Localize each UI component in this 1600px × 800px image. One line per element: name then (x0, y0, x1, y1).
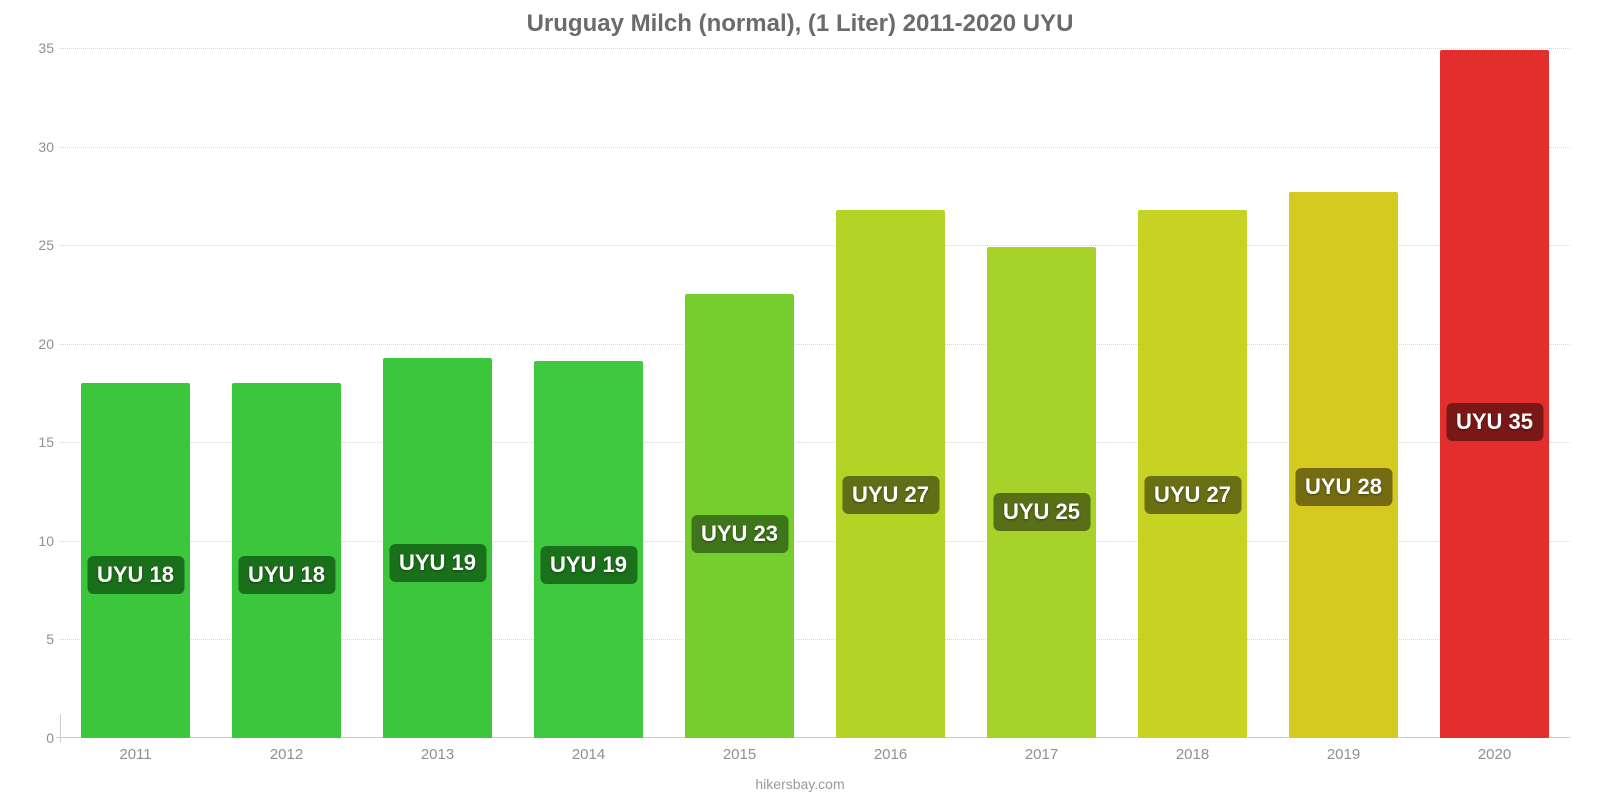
bar-slot: UYU 232015 (664, 48, 815, 738)
y-tick-label: 30 (20, 139, 54, 155)
x-tick-label: 2015 (723, 746, 756, 763)
y-tick-label: 25 (20, 237, 54, 253)
bar-value-label: UYU 18 (87, 556, 184, 594)
bar-value-label: UYU 27 (1144, 476, 1241, 514)
bar: UYU 23 (685, 294, 794, 738)
x-tick-label: 2016 (874, 746, 907, 763)
bar-value-label: UYU 23 (691, 515, 788, 553)
bar: UYU 28 (1289, 192, 1398, 738)
bar-value-label: UYU 18 (238, 556, 335, 594)
bar-value-label: UYU 25 (993, 493, 1090, 531)
bar-value-label: UYU 35 (1446, 403, 1543, 441)
bars-group: UYU 182011UYU 182012UYU 192013UYU 192014… (60, 48, 1570, 738)
bar-value-label: UYU 19 (540, 546, 637, 584)
bar: UYU 18 (81, 383, 190, 738)
x-tick-label: 2020 (1478, 746, 1511, 763)
y-tick-label: 5 (20, 631, 54, 647)
bar-slot: UYU 272018 (1117, 48, 1268, 738)
x-tick-label: 2013 (421, 746, 454, 763)
y-tick-label: 35 (20, 40, 54, 56)
y-tick-label: 15 (20, 434, 54, 450)
bar: UYU 19 (383, 358, 492, 738)
bar: UYU 18 (232, 383, 341, 738)
bar: UYU 25 (987, 247, 1096, 738)
x-tick-label: 2019 (1327, 746, 1360, 763)
bar-slot: UYU 192013 (362, 48, 513, 738)
x-tick-label: 2011 (119, 746, 151, 763)
chart-footer-source: hikersbay.com (0, 776, 1600, 792)
bar-slot: UYU 252017 (966, 48, 1117, 738)
bar-value-label: UYU 19 (389, 544, 486, 582)
bar: UYU 27 (1138, 210, 1247, 738)
bar-slot: UYU 272016 (815, 48, 966, 738)
bar-slot: UYU 282019 (1268, 48, 1419, 738)
chart-plot-area: 05101520253035 UYU 182011UYU 182012UYU 1… (60, 48, 1570, 738)
x-tick-label: 2014 (572, 746, 605, 763)
x-tick-label: 2012 (270, 746, 303, 763)
x-tick-label: 2017 (1025, 746, 1058, 763)
x-tick-label: 2018 (1176, 746, 1209, 763)
bar-value-label: UYU 27 (842, 476, 939, 514)
bar-slot: UYU 182012 (211, 48, 362, 738)
y-tick-label: 20 (20, 336, 54, 352)
bar-slot: UYU 352020 (1419, 48, 1570, 738)
bar-slot: UYU 192014 (513, 48, 664, 738)
bar-value-label: UYU 28 (1295, 468, 1392, 506)
bar: UYU 35 (1440, 50, 1549, 738)
bar-slot: UYU 182011 (60, 48, 211, 738)
y-tick-label: 0 (20, 730, 54, 746)
chart-title: Uruguay Milch (normal), (1 Liter) 2011-2… (0, 0, 1600, 38)
bar: UYU 27 (836, 210, 945, 738)
y-tick-label: 10 (20, 533, 54, 549)
bar: UYU 19 (534, 361, 643, 738)
